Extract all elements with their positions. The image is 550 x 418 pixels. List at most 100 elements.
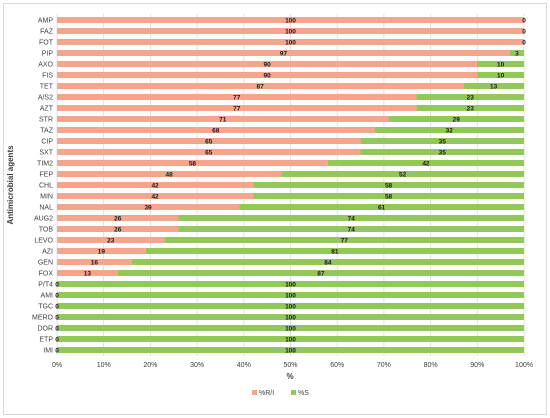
legend-label-s: %S <box>298 390 309 397</box>
y-tick-label-p-t4: P/T4 <box>38 282 53 289</box>
bar-segment-r-i-a-s2 <box>57 94 417 100</box>
y-tick-label-axo: AXO <box>38 62 53 69</box>
y-tick-label-etp: ETP <box>39 337 53 344</box>
y-tick-label-sxt: SXT <box>39 150 53 157</box>
bar-segment-s-levo <box>164 237 524 243</box>
x-tick-label: 20% <box>143 362 157 369</box>
data-label-r-i-nal: 39 <box>144 204 152 211</box>
y-tick-label-ami: AMI <box>41 293 54 300</box>
bar-segment-r-i-cip <box>57 138 361 144</box>
x-tick-label: 50% <box>283 362 297 369</box>
bar-segment-s-nal <box>239 204 524 210</box>
y-tick-label-str: STR <box>39 117 53 124</box>
bar-segment-s-p-t4 <box>57 281 524 287</box>
data-label-s-levo: 77 <box>341 237 349 244</box>
data-label-s-amp: 0 <box>522 17 526 24</box>
data-label-r-i-fot: 100 <box>285 39 296 46</box>
bar-segment-s-etp <box>57 336 524 342</box>
x-tick-label: 0% <box>52 362 62 369</box>
x-tick-label: 40% <box>237 362 251 369</box>
bar-segment-s-azt <box>416 105 524 111</box>
y-tick-label-azi: AZI <box>42 249 53 256</box>
data-label-s-taz: 32 <box>446 127 454 134</box>
y-tick-label-amp: AMP <box>38 18 54 25</box>
data-label-r-i-aug2: 26 <box>114 215 122 222</box>
x-tick-label: 80% <box>424 362 438 369</box>
bar-segment-s-azi <box>145 248 525 254</box>
y-tick-label-gen: GEN <box>38 260 53 267</box>
data-label-s-etp: 100 <box>285 336 296 343</box>
x-tick-label: 60% <box>330 362 344 369</box>
data-label-s-tgc: 100 <box>285 303 296 310</box>
legend-swatch-s <box>291 390 296 395</box>
bar-segment-r-i-tim2 <box>57 160 328 166</box>
data-label-s-ami: 100 <box>285 292 296 299</box>
data-label-s-azi: 81 <box>331 248 339 255</box>
data-label-r-i-taz: 68 <box>212 127 220 134</box>
y-tick-label-faz: FAZ <box>40 29 54 36</box>
legend: %R/I %S <box>252 390 309 397</box>
data-label-r-i-etp: 0 <box>55 336 59 343</box>
bar-segment-s-aug2 <box>178 215 525 221</box>
data-label-r-i-ami: 0 <box>55 292 59 299</box>
data-label-r-i-fox: 13 <box>84 270 92 277</box>
bar-segment-r-i-tet <box>57 83 464 89</box>
data-label-s-tob: 74 <box>348 226 356 233</box>
y-tick-label-levo: LEVO <box>34 238 53 245</box>
y-tick-label-min: MIN <box>40 194 53 201</box>
data-label-s-faz: 0 <box>522 28 526 35</box>
data-label-s-imi: 100 <box>285 347 296 354</box>
data-label-r-i-imi: 0 <box>55 347 59 354</box>
data-label-s-dor: 100 <box>285 325 296 332</box>
bar-segment-r-i-fot <box>57 39 524 45</box>
data-label-s-p-t4: 100 <box>285 281 296 288</box>
data-label-r-i-tet: 87 <box>257 83 265 90</box>
data-label-s-gen: 84 <box>324 259 332 266</box>
data-label-r-i-a-s2: 77 <box>233 94 241 101</box>
bar-segment-s-gen <box>131 259 524 265</box>
data-label-r-i-mero: 0 <box>55 314 59 321</box>
bar-segment-s-axo <box>477 61 524 67</box>
bar-segment-r-i-pip <box>57 50 510 56</box>
bar-segment-s-str <box>388 116 524 122</box>
bar-segment-r-i-axo <box>57 61 478 67</box>
bar-segment-r-i-fox <box>57 270 118 276</box>
data-label-s-str: 29 <box>453 116 461 123</box>
bar-segment-s-tob <box>178 226 525 232</box>
data-label-r-i-p-t4: 0 <box>55 281 59 288</box>
axis-layer: 0% 10% 20% 30% 40% 50% 60% 70% 80% 90% 100% AMP FAZ F… <box>32 18 533 370</box>
bar-segment-r-i-str <box>57 116 389 122</box>
data-label-r-i-str: 71 <box>219 116 227 123</box>
bar-segment-r-i-tob <box>57 226 179 232</box>
y-tick-label-imi: IMI <box>43 348 53 355</box>
bar-segment-s-min <box>253 193 524 199</box>
legend-swatch-r-i <box>252 390 257 395</box>
bar-segment-s-sxt <box>360 149 524 155</box>
data-label-s-aug2: 74 <box>348 215 356 222</box>
data-label-r-i-tgc: 0 <box>55 303 59 310</box>
y-tick-label-azt: AZT <box>40 106 54 113</box>
bar-segment-s-chl <box>253 182 524 188</box>
bar-segment-s-tim2 <box>327 160 524 166</box>
data-label-r-i-min: 42 <box>151 193 159 200</box>
data-label-r-i-fep: 48 <box>165 171 173 178</box>
data-label-s-nal: 61 <box>378 204 386 211</box>
data-label-r-i-tim2: 58 <box>189 160 197 167</box>
data-label-s-chl: 58 <box>385 182 393 189</box>
y-tick-label-fot: FOT <box>39 40 54 47</box>
bar-segment-s-a-s2 <box>416 94 524 100</box>
bar-segment-r-i-amp <box>57 17 524 23</box>
y-tick-label-tim2: TIM2 <box>37 161 53 168</box>
data-label-r-i-cip: 65 <box>205 138 213 145</box>
x-tick-label: 10% <box>97 362 111 369</box>
data-label-s-fis: 10 <box>497 72 505 79</box>
data-label-s-cip: 35 <box>439 138 447 145</box>
bar-segment-s-ami <box>57 292 524 298</box>
data-label-r-i-axo: 90 <box>264 61 272 68</box>
bar-segment-s-tet <box>463 83 524 89</box>
data-label-s-pip: 3 <box>515 50 519 57</box>
bar-segment-r-i-sxt <box>57 149 361 155</box>
data-label-r-i-azt: 77 <box>233 105 241 112</box>
data-label-s-tet: 13 <box>490 83 498 90</box>
